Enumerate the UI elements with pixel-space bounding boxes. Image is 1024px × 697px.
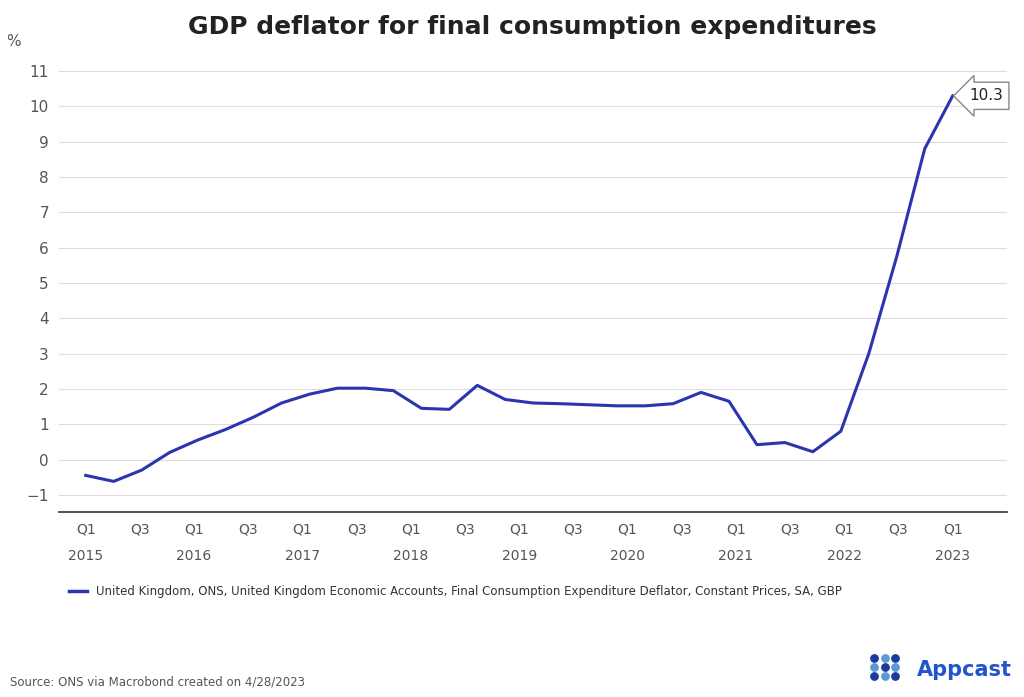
Text: 2018: 2018 [393, 549, 428, 562]
Text: 10.3: 10.3 [969, 89, 1002, 103]
Text: 2015: 2015 [69, 549, 103, 562]
Point [887, 661, 903, 673]
Text: 2017: 2017 [285, 549, 321, 562]
Title: GDP deflator for final consumption expenditures: GDP deflator for final consumption expen… [188, 15, 878, 39]
Legend: United Kingdom, ONS, United Kingdom Economic Accounts, Final Consumption Expendi: United Kingdom, ONS, United Kingdom Econ… [65, 581, 847, 603]
Point [866, 652, 883, 664]
Text: 2023: 2023 [935, 549, 970, 562]
Point [877, 652, 893, 664]
Text: 2016: 2016 [176, 549, 212, 562]
Point [866, 671, 883, 682]
Point [887, 652, 903, 664]
Point [877, 671, 893, 682]
Text: Source: ONS via Macrobond created on 4/28/2023: Source: ONS via Macrobond created on 4/2… [10, 675, 305, 689]
Text: 2021: 2021 [719, 549, 754, 562]
Point [866, 661, 883, 673]
Text: 2020: 2020 [610, 549, 645, 562]
Point [877, 661, 893, 673]
Text: 2019: 2019 [502, 549, 537, 562]
Text: Appcast: Appcast [916, 659, 1012, 680]
Text: 2022: 2022 [826, 549, 862, 562]
Text: %: % [6, 34, 22, 49]
Point [887, 671, 903, 682]
